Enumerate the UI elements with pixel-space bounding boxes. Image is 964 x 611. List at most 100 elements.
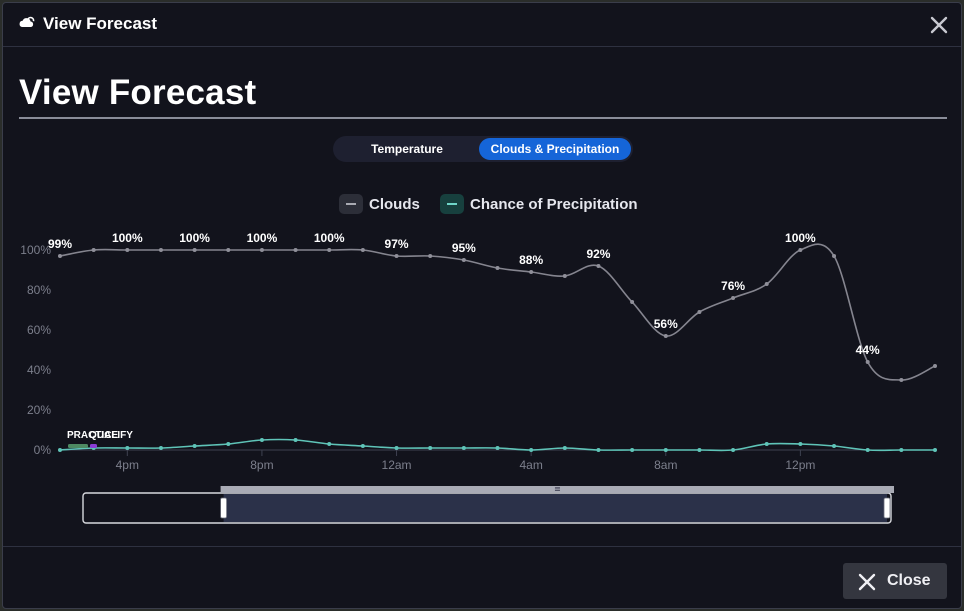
clouds-point [596, 264, 601, 268]
precipitation-point [192, 444, 197, 448]
precipitation-point [731, 448, 736, 452]
footer-divider [3, 546, 961, 547]
precipitation-point [832, 444, 837, 448]
page-title: View Forecast [19, 73, 257, 112]
clouds-point [663, 334, 668, 338]
clouds-data-label: 92% [586, 247, 610, 261]
precipitation-point [293, 438, 298, 442]
view-tabs: Temperature Clouds & Precipitation [333, 136, 633, 162]
cloud-icon [19, 16, 35, 27]
precipitation-point [327, 442, 332, 446]
close-button[interactable]: Close [843, 563, 947, 599]
x-tick-label: 12pm [785, 458, 815, 472]
precipitation-point [697, 448, 702, 452]
close-icon[interactable] [929, 15, 949, 35]
clouds-point [91, 248, 96, 252]
clouds-data-label: 100% [112, 231, 143, 245]
range-scrollbar[interactable] [220, 486, 895, 493]
clouds-point [798, 248, 803, 252]
clouds-point [630, 300, 635, 304]
range-handle-left[interactable] [220, 497, 227, 519]
y-tick-label: 100% [20, 243, 51, 257]
clouds-point [125, 248, 130, 252]
precipitation-point [663, 448, 668, 452]
clouds-point [731, 296, 736, 300]
forecast-chart: 0% 20% 40% 60% 80% 100% 4pm 8pm 12am 4am 8am 12pm 99… [20, 231, 937, 524]
scrollbar-grip-icon: ≡ [554, 485, 561, 494]
clouds-point [899, 378, 904, 382]
y-tick-label: 0% [34, 443, 52, 457]
x-tick-label: 4pm [116, 458, 139, 472]
range-handle-right[interactable] [883, 497, 891, 519]
annotation-practice-marker [68, 444, 88, 448]
clouds-point [394, 254, 399, 258]
clouds-point [764, 282, 769, 286]
clouds-point [933, 364, 937, 368]
precipitation-point [764, 442, 769, 446]
y-tick-label: 60% [27, 323, 51, 337]
precipitation-point [495, 446, 500, 450]
clouds-data-label: 95% [452, 241, 476, 255]
modal-titlebar: View Forecast [3, 3, 961, 47]
precipitation-point [394, 446, 399, 450]
precipitation-point [125, 446, 130, 450]
clouds-data-label: 97% [385, 237, 409, 251]
clouds-point [461, 258, 466, 262]
clouds-data-label: 100% [247, 231, 278, 245]
clouds-data-label: 88% [519, 253, 543, 267]
series-line-clouds [59, 243, 936, 381]
clouds-data-label: 100% [314, 231, 345, 245]
clouds-point [327, 248, 332, 252]
clouds-point [697, 310, 702, 314]
x-tick-label: 8am [654, 458, 677, 472]
clouds-point [495, 266, 500, 270]
clouds-point [865, 360, 870, 364]
precipitation-point [529, 448, 534, 452]
precipitation-point [428, 446, 433, 450]
range-selection[interactable] [223, 494, 888, 522]
precipitation-point [461, 446, 466, 450]
legend-swatch-precipitation [440, 194, 464, 214]
legend-label-clouds: Clouds [369, 196, 420, 213]
precipitation-point [562, 446, 567, 450]
y-tick-label: 80% [27, 283, 51, 297]
clouds-data-label: 44% [856, 343, 880, 357]
clouds-point [832, 254, 837, 258]
x-tick-label: 8pm [250, 458, 273, 472]
legend-swatch-clouds [339, 194, 363, 214]
precipitation-point [58, 448, 62, 452]
clouds-point [259, 248, 264, 252]
y-tick-label: 20% [27, 403, 51, 417]
tab-clouds-precipitation[interactable]: Clouds & Precipitation [479, 138, 631, 160]
precipitation-point [865, 448, 870, 452]
precipitation-point [158, 446, 163, 450]
x-tick-label: 12am [382, 458, 412, 472]
close-button-label: Close [887, 572, 931, 589]
legend-label-precipitation: Chance of Precipitation [470, 196, 638, 213]
tab-temperature[interactable]: Temperature [371, 142, 443, 156]
precipitation-point [596, 448, 601, 452]
clouds-point [428, 254, 433, 258]
annotation-qualify: QUALIFY [89, 430, 133, 441]
clouds-point [226, 248, 231, 252]
annotation-practice: PRACTICE [67, 430, 118, 441]
clouds-point [58, 254, 62, 258]
precipitation-point [798, 442, 803, 446]
clouds-point [562, 274, 567, 278]
x-tick-label: 4am [519, 458, 542, 472]
clouds-data-label: 56% [654, 317, 678, 331]
precipitation-point [360, 444, 365, 448]
clouds-data-label: 99% [48, 237, 72, 251]
close-icon [858, 573, 876, 591]
precipitation-point [630, 448, 635, 452]
precipitation-point [899, 448, 904, 452]
clouds-data-label: 100% [179, 231, 210, 245]
clouds-point [360, 248, 365, 252]
clouds-point [158, 248, 163, 252]
clouds-point [192, 248, 197, 252]
precipitation-point [259, 438, 264, 442]
precipitation-point [226, 442, 231, 446]
y-tick-label: 40% [27, 363, 51, 377]
precipitation-point [933, 448, 937, 452]
